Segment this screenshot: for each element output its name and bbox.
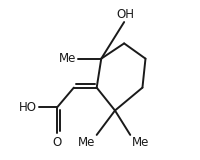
Text: Me: Me [58, 52, 76, 65]
Text: HO: HO [19, 101, 37, 114]
Text: O: O [52, 136, 61, 149]
Text: Me: Me [77, 136, 95, 149]
Text: Me: Me [131, 136, 148, 149]
Text: OH: OH [115, 8, 133, 20]
